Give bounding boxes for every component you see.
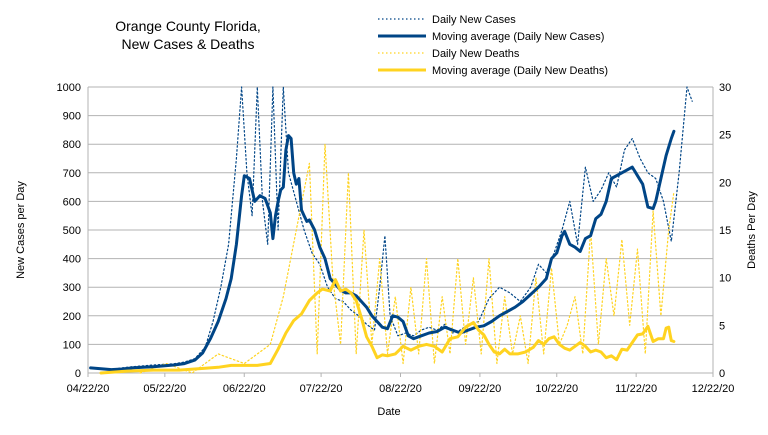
x-tick-label-0: 04/22/20 (67, 383, 110, 395)
y-left-tick-label-6: 600 (63, 196, 81, 208)
y-right-tick-label-5: 25 (719, 130, 731, 142)
y-left-tick-label-10: 1000 (57, 82, 81, 94)
legend: Daily New Cases Moving average (Daily New… (378, 14, 608, 77)
chart-title-line2: New Cases & Deaths (121, 36, 254, 52)
y-left-tick-label-5: 500 (63, 225, 81, 237)
y-left-tick-label-9: 900 (63, 111, 81, 123)
y-left-tick-label-8: 800 (63, 139, 81, 151)
x-tick-label-1: 05/22/20 (143, 383, 186, 395)
y-left-tick-label-3: 300 (63, 282, 81, 294)
legend-label-3: Moving average (Daily New Deaths) (432, 65, 608, 77)
chart-title-line1: Orange County Florida, (115, 18, 261, 34)
x-tick-label-5: 09/22/20 (458, 383, 501, 395)
y-right-tick-label-0: 0 (719, 368, 725, 380)
series-daily-new-cases (89, 86, 693, 371)
series-layer (89, 86, 693, 375)
y-right-tick-label-1: 5 (719, 320, 725, 332)
y-left-tick-label-7: 700 (63, 168, 81, 180)
y-right-ticks: 0 5 10 15 20 25 30 (719, 82, 731, 380)
x-tick-label-4: 08/22/20 (379, 383, 422, 395)
y-left-tick-label-1: 100 (63, 339, 81, 351)
legend-label-1: Moving average (Daily New Cases) (432, 31, 604, 43)
y-left-tick-label-4: 400 (63, 254, 81, 266)
x-tick-label-3: 07/22/20 (300, 383, 343, 395)
x-ticks: 04/22/20 05/22/20 06/22/20 07/22/20 08/22/20… (67, 373, 735, 395)
series-cases-moving-average (89, 129, 676, 372)
x-tick-label-7: 11/22/20 (615, 383, 657, 395)
legend-label-2: Daily New Deaths (432, 48, 520, 60)
chart-title: Orange County Florida, New Cases & Death… (115, 18, 261, 52)
y-right-tick-label-2: 10 (719, 273, 731, 285)
y-right-tick-label-4: 20 (719, 177, 731, 189)
y-right-axis-label: Deaths Per Day (746, 191, 758, 269)
series-deaths-moving-average (99, 278, 676, 375)
x-tick-label-2: 06/22/20 (223, 383, 266, 395)
gridlines (88, 86, 713, 374)
series-daily-new-deaths (139, 143, 675, 374)
y-right-tick-label-6: 30 (719, 82, 731, 94)
y-left-tick-label-2: 200 (63, 311, 81, 323)
x-axis-label: Date (377, 406, 400, 418)
legend-label-0: Daily New Cases (432, 14, 516, 26)
y-left-ticks: 0 100 200 300 400 500 600 700 800 900 1000 (57, 82, 81, 380)
x-tick-label-8: 12/22/20 (692, 383, 735, 395)
x-tick-label-6: 10/22/20 (535, 383, 578, 395)
y-left-axis-label: New Cases per Day (15, 181, 27, 279)
y-right-tick-label-3: 15 (719, 225, 731, 237)
y-left-tick-label-0: 0 (75, 368, 81, 380)
